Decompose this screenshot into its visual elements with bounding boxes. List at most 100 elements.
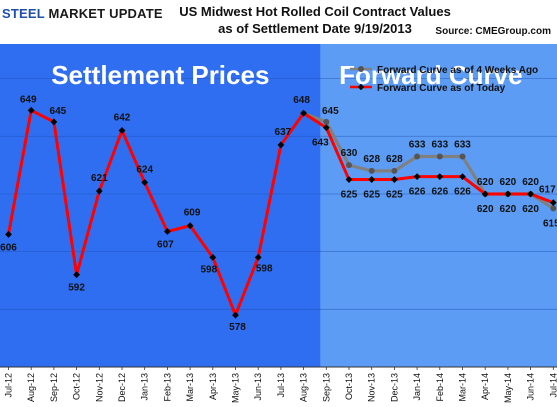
data-label-4-weeks-ago: 633 xyxy=(409,139,426,150)
point-today xyxy=(95,187,103,195)
data-label-today: 626 xyxy=(409,187,426,198)
x-tick-label: Mar-14 xyxy=(458,373,468,402)
point-today xyxy=(391,176,398,183)
data-label-4-weeks-ago: 633 xyxy=(431,139,448,150)
x-tick-label: Feb-13 xyxy=(162,373,172,402)
settlement-region-bg xyxy=(0,44,321,367)
chart-title-line2: as of Settlement Date 9/19/2013 xyxy=(218,21,412,36)
forward-region-bg xyxy=(320,44,557,367)
x-tick-label: Jan-14 xyxy=(412,373,422,401)
forward-curve-label: Forward Curve xyxy=(339,60,523,90)
legend-marker xyxy=(358,66,364,72)
x-tick-label: Feb-14 xyxy=(435,373,445,402)
point-today xyxy=(118,127,126,134)
x-tick-label: May-14 xyxy=(503,373,513,403)
x-tick-label: Nov-13 xyxy=(367,373,377,402)
point-today xyxy=(277,141,285,149)
point-4-weeks-ago xyxy=(436,153,443,160)
data-label-today: 620 xyxy=(522,204,539,215)
data-label-4-weeks-ago: 620 xyxy=(500,177,517,188)
data-label-today: 625 xyxy=(363,190,380,201)
data-label-4-weeks-ago: 628 xyxy=(386,154,403,165)
x-tick-label: Dec-12 xyxy=(117,373,127,402)
data-label-today: 637 xyxy=(275,127,292,138)
x-tick-label: Jul-12 xyxy=(4,373,14,398)
data-label-today: 642 xyxy=(114,113,131,124)
x-tick-label: Apr-14 xyxy=(480,373,490,400)
point-4-weeks-ago xyxy=(414,153,421,160)
data-label-4-weeks-ago: 615 xyxy=(543,218,557,229)
data-label-today: 620 xyxy=(477,204,494,215)
point-today xyxy=(322,124,330,132)
data-label-4-weeks-ago: 630 xyxy=(341,148,358,159)
chart-title-line1: US Midwest Hot Rolled Coil Contract Valu… xyxy=(179,4,451,19)
x-tick-label: Jun-14 xyxy=(526,373,536,401)
x-tick-label: May-13 xyxy=(231,373,241,403)
point-today xyxy=(300,109,307,117)
point-today xyxy=(345,176,353,183)
point-4-weeks-ago xyxy=(550,205,557,212)
x-tick-label: Oct-13 xyxy=(344,373,354,400)
point-today xyxy=(459,173,466,181)
data-label-today: 598 xyxy=(200,264,217,275)
point-today xyxy=(209,254,217,261)
data-label-4-weeks-ago: 645 xyxy=(322,106,339,117)
point-4-weeks-ago xyxy=(368,167,375,174)
point-4-weeks-ago xyxy=(391,167,398,174)
data-label-today: 592 xyxy=(68,283,85,294)
data-label-today: 625 xyxy=(341,190,358,201)
legend-label: Forward Curve as of Today xyxy=(377,83,506,94)
x-tick-label: Jan-13 xyxy=(140,373,150,401)
data-label-today: 606 xyxy=(0,242,17,253)
x-tick-label: Aug-13 xyxy=(299,373,309,402)
point-today xyxy=(5,230,12,238)
x-tick-label: Sep-12 xyxy=(49,373,59,402)
point-today xyxy=(413,173,421,181)
point-today xyxy=(141,179,149,186)
point-today xyxy=(186,222,194,230)
point-4-weeks-ago xyxy=(346,162,352,169)
point-4-weeks-ago xyxy=(323,118,330,125)
legend-marker xyxy=(357,83,365,91)
settlement-prices-label: Settlement Prices xyxy=(51,60,269,90)
data-label-today: 643 xyxy=(312,138,329,149)
point-today xyxy=(504,190,512,198)
point-today xyxy=(232,311,239,319)
data-label-today: 626 xyxy=(454,187,471,198)
x-tick-label: Mar-13 xyxy=(185,373,195,402)
data-label-today: 620 xyxy=(500,204,517,215)
data-label-today: 626 xyxy=(431,187,448,198)
data-label-today: 648 xyxy=(293,95,310,106)
point-4-weeks-ago xyxy=(459,153,466,160)
data-label-today: 649 xyxy=(20,94,37,105)
point-today xyxy=(50,118,58,126)
data-label-today: 645 xyxy=(50,106,67,117)
data-label-4-weeks-ago: 628 xyxy=(363,154,380,165)
legend-label: Forward Curve as of 4 Weeks Ago xyxy=(377,65,538,76)
point-today xyxy=(368,176,376,183)
data-label-today: 578 xyxy=(229,322,246,333)
point-today xyxy=(73,271,80,279)
x-tick-label: Oct-12 xyxy=(72,373,82,400)
point-today xyxy=(254,254,262,261)
steel-market-update-logo: STEEL MARKET UPDATE xyxy=(2,6,163,21)
data-label-4-weeks-ago: 620 xyxy=(522,177,539,188)
point-today xyxy=(481,190,489,198)
data-label-today: 609 xyxy=(184,208,201,219)
point-today xyxy=(27,106,35,114)
x-tick-label: Jul-14 xyxy=(548,373,557,398)
point-today xyxy=(527,190,534,198)
point-today xyxy=(436,173,444,181)
source-label: Source: CMEGroup.com xyxy=(435,26,551,37)
data-label-4-weeks-ago: 633 xyxy=(454,139,471,150)
data-label-today: 625 xyxy=(386,190,403,201)
data-label-today: 598 xyxy=(256,263,273,274)
x-tick-label: Nov-12 xyxy=(94,373,104,402)
x-tick-label: Jul-13 xyxy=(276,373,286,398)
x-tick-label: Sep-13 xyxy=(321,373,331,402)
x-tick-label: Dec-13 xyxy=(389,373,399,402)
data-label-today: 607 xyxy=(157,239,174,250)
x-tick-label: Apr-13 xyxy=(208,373,218,400)
